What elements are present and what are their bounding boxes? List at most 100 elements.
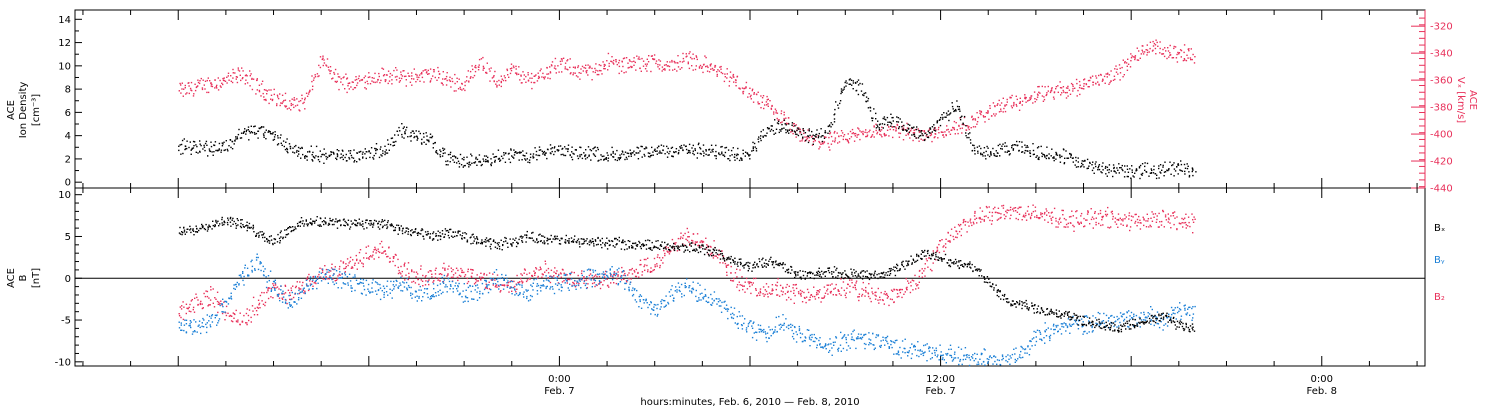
- bz-point: [749, 281, 751, 284]
- by-point: [222, 305, 224, 308]
- vx-point: [901, 128, 903, 130]
- by-point: [389, 288, 391, 290]
- by-point: [575, 284, 577, 287]
- bz-point: [267, 297, 270, 300]
- vx-point: [1065, 97, 1068, 99]
- ion-density-point: [245, 130, 247, 133]
- vx-point: [696, 58, 698, 61]
- bz-point: [1114, 221, 1116, 223]
- vx-point: [475, 67, 477, 69]
- ion-density-point: [995, 150, 997, 152]
- by-point: [531, 285, 533, 288]
- by-point: [557, 274, 560, 277]
- vx-point: [967, 127, 969, 129]
- bz-point: [635, 268, 637, 271]
- vx-point: [830, 135, 833, 138]
- ion-density-point: [796, 129, 798, 132]
- ion-density-point: [623, 153, 625, 156]
- by-point: [271, 286, 274, 289]
- by-point: [303, 287, 305, 289]
- vx-point: [465, 80, 468, 82]
- top-right-tick-label: -380: [1430, 103, 1453, 114]
- vx-point: [961, 123, 963, 126]
- vx-point: [405, 79, 407, 81]
- vx-point: [885, 134, 887, 136]
- vx-point: [453, 90, 455, 92]
- bz-point: [662, 257, 664, 259]
- ion-density-point: [1021, 151, 1024, 153]
- by-point: [471, 298, 473, 300]
- by-point: [462, 290, 464, 292]
- bz-point: [373, 258, 375, 260]
- bz-point: [1059, 217, 1061, 219]
- vx-point: [282, 101, 284, 103]
- ion-density-point: [621, 150, 624, 152]
- by-point: [574, 279, 576, 282]
- bz-point: [422, 274, 424, 277]
- bz-point: [1162, 210, 1165, 213]
- bz-point: [864, 295, 866, 297]
- ion-density-point: [1151, 169, 1153, 172]
- bz-point: [899, 291, 902, 294]
- ion-density-point: [933, 129, 935, 131]
- ion-density-point: [854, 81, 857, 84]
- by-point: [309, 284, 312, 287]
- ion-density-point: [883, 116, 886, 118]
- bz-point: [592, 279, 595, 281]
- by-point: [406, 289, 409, 291]
- bz-point: [777, 278, 779, 280]
- by-point: [287, 307, 289, 309]
- by-point: [509, 287, 511, 289]
- bz-point: [840, 294, 842, 296]
- bz-point: [1114, 217, 1117, 219]
- bz-point: [1187, 225, 1189, 227]
- bz-point: [1058, 218, 1061, 221]
- ion-density-point: [760, 139, 762, 142]
- vx-point: [336, 80, 338, 83]
- vx-point: [413, 68, 415, 70]
- ion-density-point: [1059, 155, 1061, 157]
- vx-point: [292, 103, 294, 106]
- by-point: [370, 291, 372, 293]
- by-point: [282, 290, 284, 292]
- vx-point: [787, 117, 790, 119]
- bz-point: [276, 286, 279, 288]
- ion-density-point: [677, 153, 680, 155]
- bz-point: [325, 268, 328, 271]
- vx-point: [473, 74, 476, 77]
- bz-point: [1078, 222, 1080, 225]
- bz-point: [1134, 213, 1136, 216]
- bz-point: [790, 298, 792, 301]
- top-right-tick-label: -440: [1430, 184, 1453, 195]
- ion-density-point: [985, 150, 987, 153]
- by-point: [347, 282, 349, 284]
- bz-point: [980, 221, 982, 223]
- ion-density-point: [220, 149, 223, 151]
- bz-point: [641, 274, 643, 276]
- bz-point: [998, 212, 1000, 214]
- ion-density-point: [834, 113, 836, 115]
- bz-point: [645, 258, 647, 261]
- by-point: [491, 279, 494, 281]
- ion-density-point: [348, 158, 351, 160]
- vx-point: [1060, 87, 1063, 89]
- vx-point: [1154, 47, 1157, 50]
- bz-point: [233, 317, 235, 319]
- ion-density-point: [345, 153, 347, 156]
- ion-density-point: [580, 153, 583, 156]
- bz-point: [600, 281, 602, 283]
- vx-point: [859, 130, 861, 132]
- vx-point: [710, 68, 712, 70]
- vx-point: [591, 67, 593, 70]
- ion-density-point: [395, 140, 397, 143]
- ion-density-point: [306, 155, 308, 158]
- vx-point: [907, 132, 909, 135]
- ion-density-point: [284, 148, 287, 151]
- ion-density-point: [289, 147, 292, 150]
- vx-point: [639, 58, 641, 60]
- ion-density-point: [729, 159, 731, 162]
- by-point: [525, 289, 527, 291]
- bz-point: [1167, 217, 1170, 219]
- vx-point: [326, 58, 329, 60]
- ion-density-point: [1008, 154, 1011, 156]
